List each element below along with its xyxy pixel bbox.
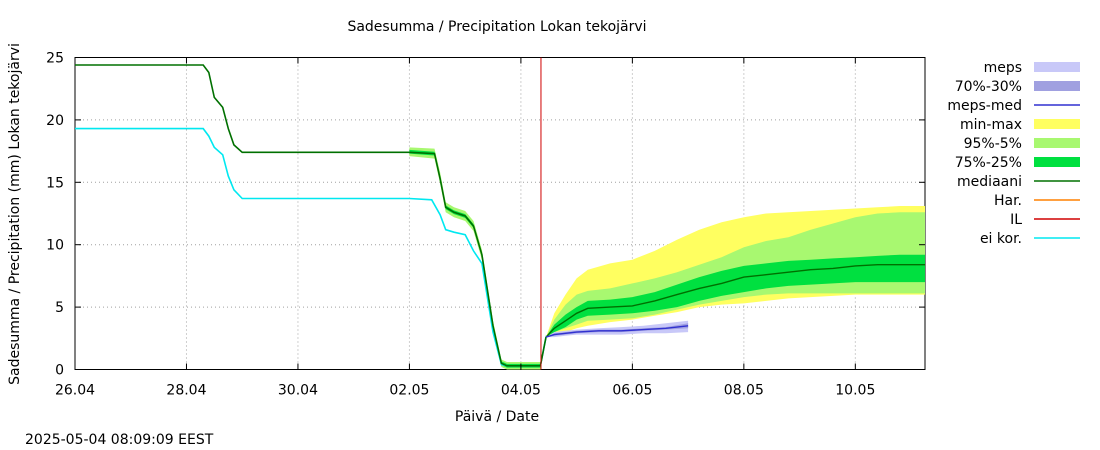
x-tick-label: 10.05 — [835, 383, 875, 399]
x-tick-label: 04.05 — [501, 383, 541, 399]
band-observed-inner — [409, 149, 546, 368]
x-tick-label: 02.05 — [389, 383, 429, 399]
forecast-bands — [409, 147, 925, 370]
line-ei-kor — [75, 127, 547, 367]
legend-label: IL — [1010, 212, 1022, 228]
series-lines — [75, 57, 925, 370]
line-meps-med — [545, 325, 689, 338]
x-tick-label: 28.04 — [166, 383, 206, 399]
chart-title: Sadesumma / Precipitation Lokan tekojärv… — [347, 19, 646, 35]
legend-swatch — [1034, 62, 1080, 72]
legend-swatch — [1034, 157, 1080, 167]
legend-label: 70%-30% — [955, 79, 1022, 95]
legend-label: meps — [984, 60, 1022, 76]
x-tick-label: 08.05 — [724, 383, 764, 399]
x-tick-label: 30.04 — [278, 383, 318, 399]
x-tick-label: 06.05 — [612, 383, 652, 399]
legend-label: ei kor. — [980, 231, 1022, 247]
x-axis: 26.04 28.04 30.04 02.05 04.05 06.05 08.05 10.05 — [55, 57, 875, 399]
legend-label: min-max — [960, 117, 1022, 133]
timestamp: 2025-05-04 08:09:09 EEST — [25, 432, 214, 448]
x-tick-label: 26.04 — [55, 383, 95, 399]
line-observed — [75, 64, 547, 367]
x-axis-label: Päivä / Date — [455, 409, 539, 425]
legend-label: 75%-25% — [955, 155, 1022, 171]
y-tick-label: 15 — [46, 175, 64, 191]
legend-swatch — [1034, 119, 1080, 129]
legend-swatch — [1034, 138, 1080, 148]
legend-label: 95%-5% — [964, 136, 1022, 152]
legend-swatch — [1034, 81, 1080, 91]
y-axis-label: Sadesumma / Precipitation (mm) Lokan tek… — [7, 43, 23, 385]
legend-label: Har. — [994, 193, 1022, 209]
legend: meps 70%-30% meps-med min-max 95%-5% 75%-25% m… — [947, 60, 1080, 247]
y-tick-label: 5 — [55, 300, 64, 316]
band-75-25 — [546, 254, 925, 338]
line-mediaani — [545, 264, 925, 338]
y-axis: 0 5 10 15 20 25 — [46, 51, 925, 379]
y-tick-label: 20 — [46, 113, 64, 129]
y-tick-label: 0 — [55, 363, 64, 379]
legend-label: mediaani — [957, 174, 1022, 190]
legend-label: meps-med — [947, 98, 1022, 114]
y-tick-label: 10 — [46, 238, 64, 254]
y-tick-label: 25 — [46, 51, 64, 67]
